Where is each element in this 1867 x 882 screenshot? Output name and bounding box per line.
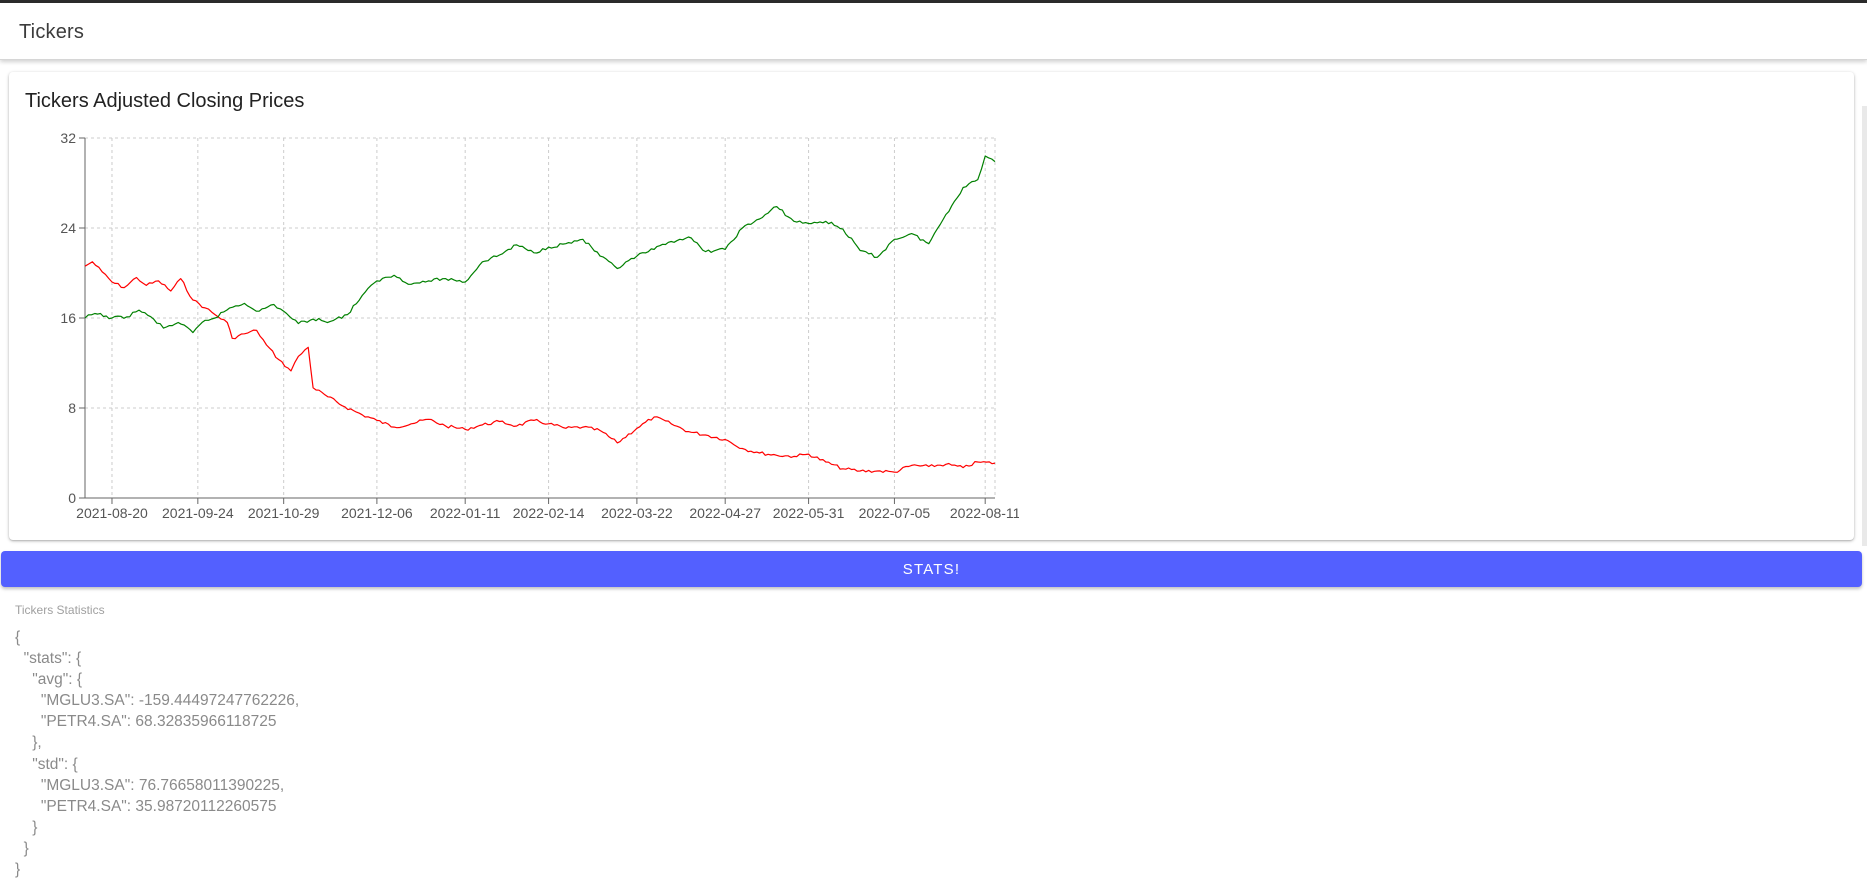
app-bar: Tickers [0, 3, 1867, 60]
y-tick-label: 0 [68, 490, 76, 506]
chart-title: Tickers Adjusted Closing Prices [25, 90, 305, 112]
x-tick-label: 2021-09-24 [162, 505, 234, 521]
x-tick-label: 2021-12-06 [341, 505, 413, 521]
window-top-border [0, 0, 1867, 3]
x-tick-label: 2022-08-11 [950, 505, 1019, 521]
y-tick-label: 24 [60, 220, 76, 236]
x-tick-label: 2022-04-27 [689, 505, 761, 521]
chart-card: Tickers Adjusted Closing Prices 0 8 16 24 32… [9, 72, 1854, 540]
x-tick-label: 2022-01-11 [430, 505, 501, 521]
x-tick-label: 2022-03-22 [601, 505, 673, 521]
x-tick-label: 2022-07-05 [859, 505, 931, 521]
y-tick-label: 32 [60, 130, 76, 146]
x-tick-label: 2021-08-20 [76, 505, 148, 521]
price-chart: 0 8 16 24 32 2021-08-20 2021-09-24 2021-10-29 20… [60, 130, 1019, 521]
series-line-1 [84, 155, 996, 334]
stats-json-output: { "stats": { "avg": { "MGLU3.SA": -159.4… [15, 629, 300, 879]
y-tick-label: 8 [68, 400, 76, 416]
x-tick-label: 2021-10-29 [248, 505, 320, 521]
app-title: Tickers [19, 21, 85, 43]
stats-section-label: Tickers Statistics [15, 603, 105, 617]
x-tick-label: 2022-05-31 [773, 505, 845, 521]
stats-button[interactable]: STATS! [1, 551, 1862, 587]
series-line-0 [84, 261, 996, 473]
scrollbar-track[interactable] [1862, 106, 1867, 546]
x-tick-label: 2022-02-14 [513, 505, 585, 521]
y-tick-label: 16 [60, 310, 76, 326]
